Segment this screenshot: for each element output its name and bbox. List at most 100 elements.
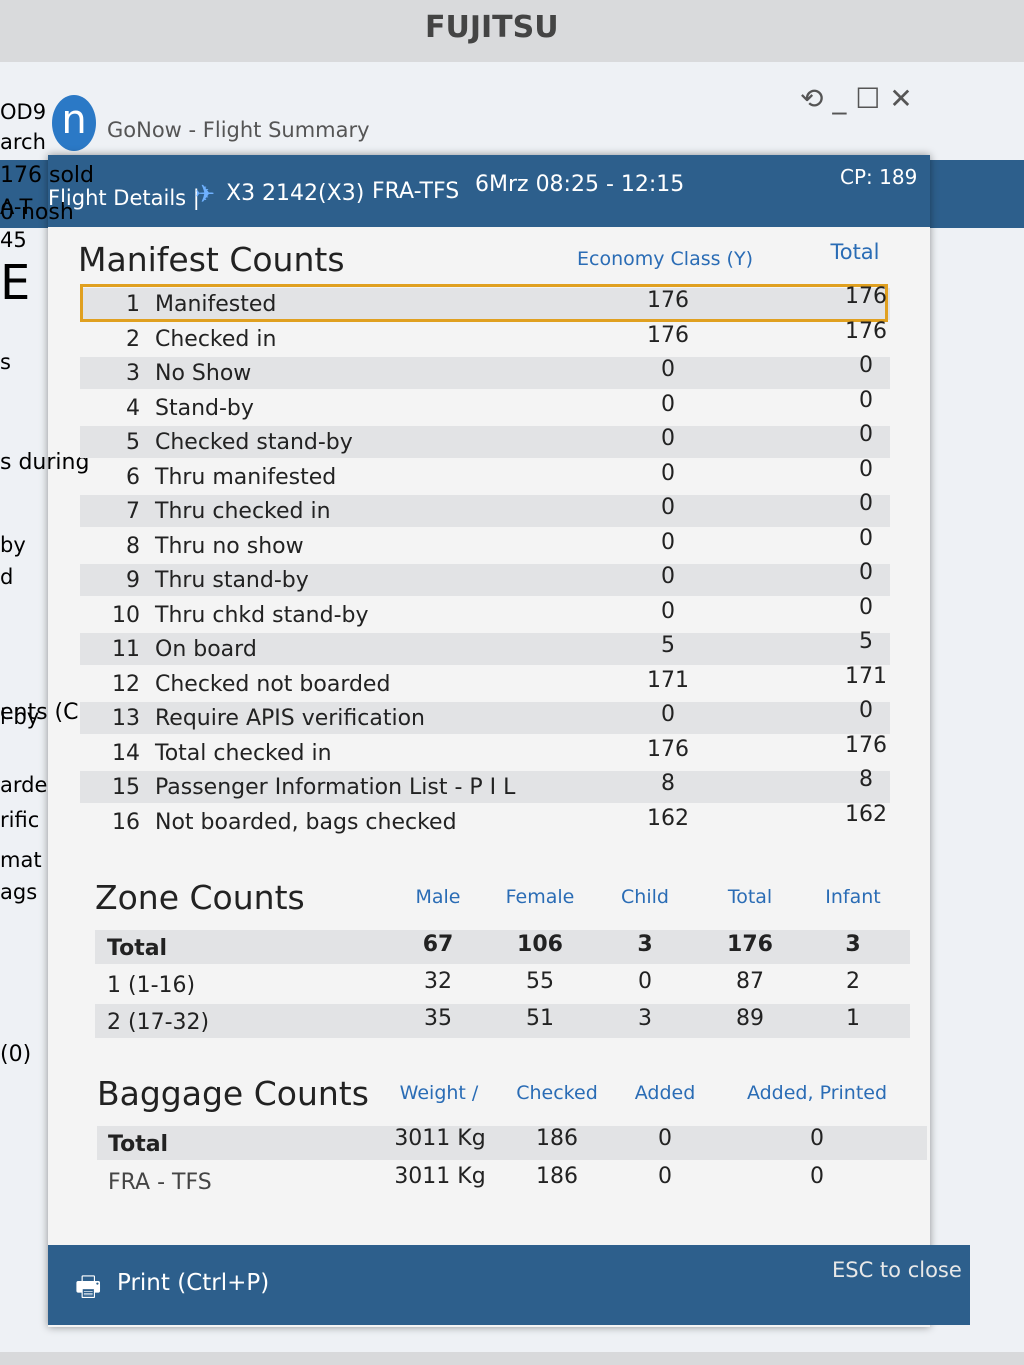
row-number: 10: [112, 602, 140, 628]
bg-text: ents (C: [0, 700, 79, 725]
economy-value: 0: [661, 460, 675, 486]
column-header: Child: [621, 886, 669, 908]
total-value: 171: [845, 663, 887, 689]
baggage-value: 186: [536, 1126, 578, 1151]
section-title: Baggage Counts: [97, 1074, 369, 1113]
total-value: 5: [859, 629, 873, 654]
row-number: 16: [112, 809, 140, 835]
row-label: 2 (17-32): [107, 1010, 210, 1035]
row-label: Checked not boarded: [155, 671, 391, 697]
column-header: Checked: [516, 1082, 598, 1104]
row-band: [95, 1004, 910, 1038]
baggage-value: 0: [810, 1164, 824, 1189]
zone-value: 176: [727, 932, 773, 957]
economy-value: 0: [661, 564, 675, 589]
header-cp: CP: 189: [840, 165, 918, 189]
bg-text: arch: [0, 130, 46, 154]
bg-text: l-by: [0, 705, 40, 729]
row-label: Stand-by: [155, 395, 254, 421]
row-number: 12: [112, 671, 140, 697]
header-label: Flight Details |: [48, 186, 200, 210]
row-label: No Show: [155, 361, 252, 386]
close-hint[interactable]: ESC to close: [832, 1258, 962, 1282]
row-label: Passenger Information List - P I L: [155, 775, 516, 800]
zone-value: 0: [638, 969, 652, 994]
bg-text: s during: [0, 450, 90, 475]
window-title: GoNow - Flight Summary: [107, 118, 370, 142]
section-title: Manifest Counts: [78, 240, 345, 279]
row-label: Manifested: [155, 292, 277, 317]
dialog-footer: [48, 1245, 970, 1325]
row-number: 14: [112, 740, 140, 766]
zone-value: 55: [526, 969, 554, 994]
zone-value: 1: [846, 1006, 860, 1031]
column-header: Added: [634, 1082, 696, 1104]
total-value: 162: [845, 801, 887, 827]
total-value: 0: [859, 422, 873, 447]
column-header: Added, Printed: [746, 1082, 888, 1104]
row-label: Total checked in: [155, 740, 332, 766]
bg-text: arde: [0, 773, 48, 797]
total-value: 0: [859, 594, 873, 620]
row-label: Thru chkd stand-by: [155, 602, 369, 628]
plane-icon: ✈: [195, 180, 216, 208]
row-number: 15: [112, 775, 140, 800]
column-header: Total: [830, 240, 880, 264]
app-icon: n: [52, 95, 96, 151]
row-band: [80, 357, 890, 389]
bg-text: E: [0, 255, 31, 311]
row-number: 9: [126, 568, 140, 593]
row-band: [80, 284, 888, 322]
zone-value: 3: [845, 932, 861, 957]
header-flight: X3 2142(X3): [226, 181, 365, 206]
row-label: On board: [155, 637, 257, 662]
row-band: [80, 702, 890, 734]
row-label: Thru manifested: [155, 464, 337, 490]
bg-text: (0): [0, 1042, 32, 1067]
bg-text: 0 nosh: [0, 200, 74, 225]
row-band: [80, 564, 890, 596]
zone-value: 87: [736, 969, 764, 994]
row-number: 6: [126, 464, 140, 490]
print-button[interactable]: Print (Ctrl+P): [117, 1270, 270, 1296]
row-label: 1 (1-16): [107, 973, 196, 998]
bezel: [0, 0, 1024, 62]
row-number: 2: [126, 326, 140, 352]
baggage-value: 3011 Kg: [394, 1164, 486, 1189]
total-value: 0: [859, 525, 873, 551]
bg-text: by: [0, 533, 26, 557]
window-controls[interactable]: ⟲ _ ☐ ✕: [800, 82, 913, 115]
zone-value: 106: [517, 932, 563, 957]
bg-text: 45: [0, 228, 27, 252]
row-number: 1: [126, 292, 140, 317]
bg-text: mat: [0, 848, 42, 872]
row-number: 13: [112, 706, 140, 731]
column-header: Weight /: [399, 1082, 479, 1104]
row-label: Not boarded, bags checked: [155, 809, 457, 835]
row-label: Thru no show: [155, 533, 304, 559]
total-value: 176: [845, 732, 887, 758]
bg-text: s: [0, 350, 11, 374]
row-band: [80, 495, 890, 527]
zone-value: 35: [424, 1006, 452, 1031]
column-header: Economy Class (Y): [577, 248, 753, 270]
section-title: Zone Counts: [95, 878, 305, 917]
header-time: 6Mrz 08:25 - 12:15: [475, 172, 685, 197]
row-label: Checked stand-by: [155, 430, 353, 455]
bg-text: 176 sold: [0, 163, 94, 188]
bg-text: ags: [0, 880, 38, 904]
economy-value: 0: [661, 702, 675, 727]
total-value: 176: [845, 318, 887, 344]
economy-value: 0: [661, 529, 675, 555]
economy-value: 0: [661, 426, 675, 451]
row-band: [97, 1126, 927, 1160]
row-band: [80, 633, 890, 665]
dialog-header: [48, 155, 930, 227]
row-number: 5: [126, 430, 140, 455]
bg-text: d: [0, 565, 14, 589]
baggage-value: 0: [658, 1126, 672, 1151]
economy-value: 171: [647, 667, 689, 693]
total-value: 0: [859, 491, 873, 516]
row-label: Thru checked in: [155, 499, 331, 524]
